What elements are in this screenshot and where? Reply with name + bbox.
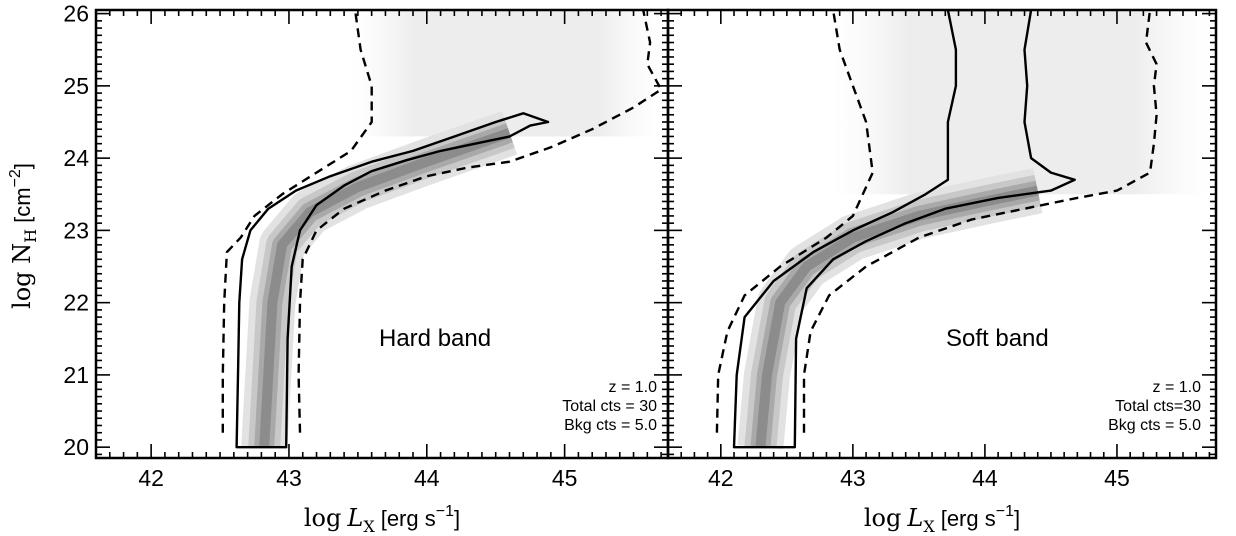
y-axis-title-sup: −2 (7, 169, 24, 187)
hard-density-haze (350, 10, 662, 137)
hard-band-total-counts: Total cts = 30 (562, 398, 657, 415)
soft-band-x-title-sup: −1 (996, 503, 1014, 520)
hard-band-label: Hard band (379, 325, 491, 352)
y-tick-label: 22 (63, 290, 89, 316)
y-tick-label: 25 (63, 73, 89, 99)
y-tick-labels: 20 21 22 23 24 25 26 (63, 1, 89, 461)
hard-band-x-title-close: ] (454, 506, 460, 531)
soft-band-x-title-close: ] (1014, 506, 1020, 531)
y-axis-title-main: log N (8, 243, 36, 309)
hard-band-x-title-sup: −1 (436, 503, 454, 520)
y-tick-label: 23 (63, 217, 89, 243)
y-axis-title-sub: H (21, 229, 40, 243)
soft-x-tick-label: 45 (1104, 465, 1130, 491)
hard-band-redshift: z = 1.0 (609, 379, 658, 396)
soft-band-x-title-var: L (906, 504, 923, 532)
soft-x-tick-label: 43 (840, 465, 866, 491)
y-axis-title-unit: [cm (10, 187, 35, 222)
soft-band-x-tick-labels: 42 43 44 45 (708, 465, 1130, 491)
y-tick-label: 21 (63, 362, 89, 388)
soft-band-x-title-sub: X (923, 517, 935, 536)
hard-band-x-title-unit: [erg s (381, 506, 436, 531)
soft-contour-solid (732, 10, 1076, 449)
soft-density-haze (833, 10, 1210, 195)
soft-band-total-counts: Total cts=30 (1115, 398, 1201, 415)
hard-band-x-title-sub: X (363, 517, 375, 536)
hard-band-plot-area (221, 10, 663, 449)
soft-x-tick-label: 42 (708, 465, 734, 491)
soft-band-label: Soft band (946, 325, 1049, 352)
soft-band-background-counts: Bkg cts = 5.0 (1108, 417, 1201, 434)
soft-x-tick-label: 44 (972, 465, 998, 491)
soft-band-ticks (667, 10, 1216, 458)
hard-x-tick-label: 45 (552, 465, 578, 491)
hard-band-background-counts: Bkg cts = 5.0 (564, 417, 657, 434)
hard-contour-dashed-right (297, 10, 663, 433)
soft-band-x-axis-title: log LX [erg s−1] (864, 503, 1020, 536)
y-tick-label: 26 (63, 1, 89, 27)
hard-band-panel: 20 21 22 23 24 25 26 42 43 44 45 Hard band z = 1.… (63, 1, 670, 491)
soft-band-x-title-unit: [erg s (941, 506, 996, 531)
hard-x-tick-label: 42 (138, 465, 164, 491)
hard-density-ridge-3 (259, 128, 512, 448)
y-tick-label: 24 (63, 145, 89, 171)
hard-x-tick-label: 43 (276, 465, 302, 491)
soft-band-redshift: z = 1.0 (1153, 379, 1202, 396)
hard-band-x-tick-labels: 42 43 44 45 (138, 465, 577, 491)
y-axis-title-close: ] (10, 163, 35, 169)
hard-contour-solid (235, 112, 550, 449)
soft-contour-dashed-left (715, 10, 874, 433)
hard-band-x-title-var: L (346, 504, 363, 532)
hard-contour-dashed-left (221, 10, 373, 433)
y-tick-label: 20 (63, 434, 89, 460)
hard-band-x-title-main: log (304, 504, 342, 532)
soft-band-frame (666, 8, 1218, 460)
hard-band-x-axis-title: log LX [erg s−1] (304, 503, 460, 536)
soft-band-plot-area (715, 10, 1210, 450)
soft-contour-dashed-right (802, 10, 1158, 433)
hard-x-tick-label: 44 (414, 465, 440, 491)
soft-band-panel: 42 43 44 45 Soft band z = 1.0 Total cts=30 … (666, 8, 1218, 491)
soft-band-x-title-main: log (864, 504, 902, 532)
y-axis-title: log NH [cm−2] (7, 163, 40, 309)
soft-density-ridge-2 (750, 180, 1040, 449)
